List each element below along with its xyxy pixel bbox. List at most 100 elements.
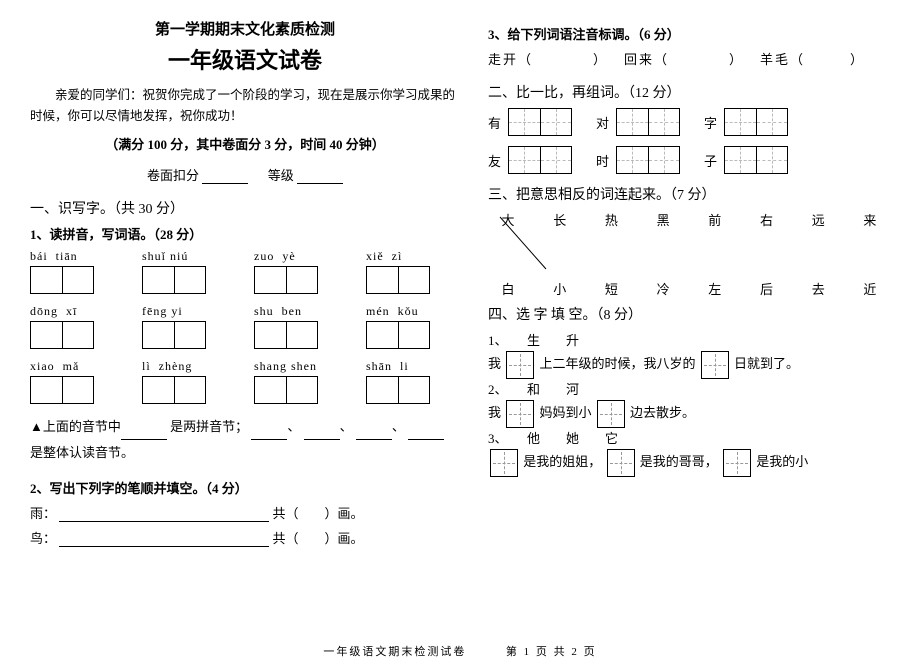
fill-blank bbox=[304, 426, 340, 440]
footer-a: 一年级语文期末检测试卷 bbox=[323, 646, 466, 658]
write-box bbox=[616, 108, 680, 136]
q3-item: 羊毛（ ） bbox=[760, 49, 865, 68]
stroke-row: 雨： 共（ ）画。 bbox=[30, 503, 460, 522]
fill-box bbox=[506, 351, 534, 379]
write-box bbox=[616, 146, 680, 174]
write-box bbox=[366, 376, 430, 404]
g3-line: 是我的姐姐， 是我的哥哥， 是我的小 bbox=[488, 447, 890, 477]
word: 来 bbox=[856, 210, 884, 229]
cmp-char: 字 bbox=[704, 113, 720, 132]
fill-box bbox=[490, 449, 518, 477]
txt: 是我的小 bbox=[756, 454, 808, 469]
fill-blank bbox=[251, 426, 287, 440]
pinyin-label: fēng yi bbox=[142, 304, 236, 319]
fill-box bbox=[597, 400, 625, 428]
pinyin-label: lì zhèng bbox=[142, 359, 236, 374]
txt: 我 bbox=[488, 405, 501, 420]
stroke-row: 鸟： 共（ ）画。 bbox=[30, 528, 460, 547]
deduct-blank bbox=[202, 170, 248, 184]
write-box bbox=[724, 146, 788, 174]
compare-row-a: 有 对 字 bbox=[488, 108, 890, 136]
g3-label: 3、 他 她 它 bbox=[488, 428, 890, 447]
word: 热 bbox=[597, 210, 625, 229]
exam-title: 一年级语文试卷 bbox=[30, 43, 460, 75]
stroke-blank bbox=[59, 508, 269, 522]
pinyin-grid: bái tiān shuǐ niú zuo yè xiě zì dōng xī … bbox=[30, 249, 460, 404]
compare-row-b: 友 时 子 bbox=[488, 146, 890, 174]
grade-label: 等级 bbox=[268, 168, 294, 183]
txt: 是我的哥哥， bbox=[640, 454, 718, 469]
fill-box bbox=[506, 400, 534, 428]
note-a: ▲上面的音节中 bbox=[30, 419, 121, 434]
score-info: （满分 100 分，其中卷面分 3 分，时间 40 分钟） bbox=[30, 134, 460, 153]
write-box bbox=[508, 108, 572, 136]
pinyin-label: zuo yè bbox=[254, 249, 348, 264]
stroke-tail: 共（ ）画。 bbox=[273, 506, 364, 521]
cmp-char: 对 bbox=[596, 113, 612, 132]
word: 冷 bbox=[649, 279, 677, 298]
fill-box bbox=[607, 449, 635, 477]
intro-text: 亲爱的同学们：祝贺你完成了一个阶段的学习，现在是展示你学习成果的时候，你可以尽情… bbox=[30, 85, 460, 128]
grade-blank bbox=[297, 170, 343, 184]
word: 后 bbox=[753, 279, 781, 298]
q3-title: 3、给下列词语注音标调。（6 分） bbox=[488, 24, 890, 43]
write-box bbox=[366, 321, 430, 349]
txt: 妈妈到小 bbox=[540, 405, 592, 420]
fill-box bbox=[701, 351, 729, 379]
word: 去 bbox=[804, 279, 832, 298]
opposite-bottom-row: 白 小 短 冷 左 后 去 近 bbox=[488, 279, 890, 298]
note-b: 是两拼音节； bbox=[170, 419, 248, 434]
section-1-heading: 一、识写字。（共 30 分） bbox=[30, 198, 460, 218]
txt: 我 bbox=[488, 356, 501, 371]
write-box bbox=[254, 266, 318, 294]
pinyin-label: mén kǒu bbox=[366, 304, 460, 319]
fill-blank bbox=[408, 426, 444, 440]
write-box bbox=[142, 376, 206, 404]
write-box bbox=[30, 321, 94, 349]
section-4-heading: 四、选 字 填 空。（8 分） bbox=[488, 304, 890, 324]
deduct-line: 卷面扣分 等级 bbox=[30, 165, 460, 184]
word: 左 bbox=[701, 279, 729, 298]
footer-b: 第 1 页 共 2 页 bbox=[506, 646, 597, 658]
pinyin-label: dōng xī bbox=[30, 304, 124, 319]
exam-subtitle: 第一学期期末文化素质检测 bbox=[30, 18, 460, 39]
char-label: 雨： bbox=[30, 506, 56, 521]
q2-title: 2、写出下列字的笔顺并填空。（4 分） bbox=[30, 478, 460, 497]
cmp-char: 友 bbox=[488, 151, 504, 170]
word: 短 bbox=[597, 279, 625, 298]
pinyin-label: shang shen bbox=[254, 359, 348, 374]
txt: 边去散步。 bbox=[630, 405, 695, 420]
g1-line: 我 上二年级的时候，我八岁的 日就到了。 bbox=[488, 349, 890, 379]
word: 前 bbox=[701, 210, 729, 229]
q3-row: 走开（ ） 回来（ ） 羊毛（ ） bbox=[488, 49, 890, 68]
word: 近 bbox=[856, 279, 884, 298]
pinyin-label: shān li bbox=[366, 359, 460, 374]
word: 远 bbox=[804, 210, 832, 229]
pinyin-label: xiě zì bbox=[366, 249, 460, 264]
deduct-label: 卷面扣分 bbox=[147, 168, 199, 183]
word: 小 bbox=[546, 279, 574, 298]
write-box bbox=[724, 108, 788, 136]
write-box bbox=[366, 266, 430, 294]
pinyin-label: shuǐ niú bbox=[142, 249, 236, 264]
fill-blank bbox=[356, 426, 392, 440]
stroke-tail: 共（ ）画。 bbox=[273, 531, 364, 546]
note-c: 是整体认读音节。 bbox=[30, 445, 134, 460]
g2-label: 2、 和 河 bbox=[488, 379, 890, 398]
word: 白 bbox=[494, 279, 522, 298]
char-label: 鸟： bbox=[30, 531, 56, 546]
write-box bbox=[142, 321, 206, 349]
g1-label: 1、 生 升 bbox=[488, 330, 890, 349]
txt: 上二年级的时候，我八岁的 bbox=[540, 356, 696, 371]
g2-line: 我 妈妈到小 边去散步。 bbox=[488, 398, 890, 428]
cmp-char: 有 bbox=[488, 113, 504, 132]
fill-blank bbox=[121, 426, 167, 440]
page-footer: 一年级语文期末检测试卷 第 1 页 共 2 页 bbox=[0, 643, 920, 659]
connect-line bbox=[488, 235, 890, 275]
q3-item: 回来（ ） bbox=[624, 49, 744, 68]
stroke-blank bbox=[59, 533, 269, 547]
q3-item: 走开（ ） bbox=[488, 49, 608, 68]
fill-box bbox=[723, 449, 751, 477]
word: 右 bbox=[753, 210, 781, 229]
q1-title: 1、读拼音，写词语。（28 分） bbox=[30, 224, 460, 243]
